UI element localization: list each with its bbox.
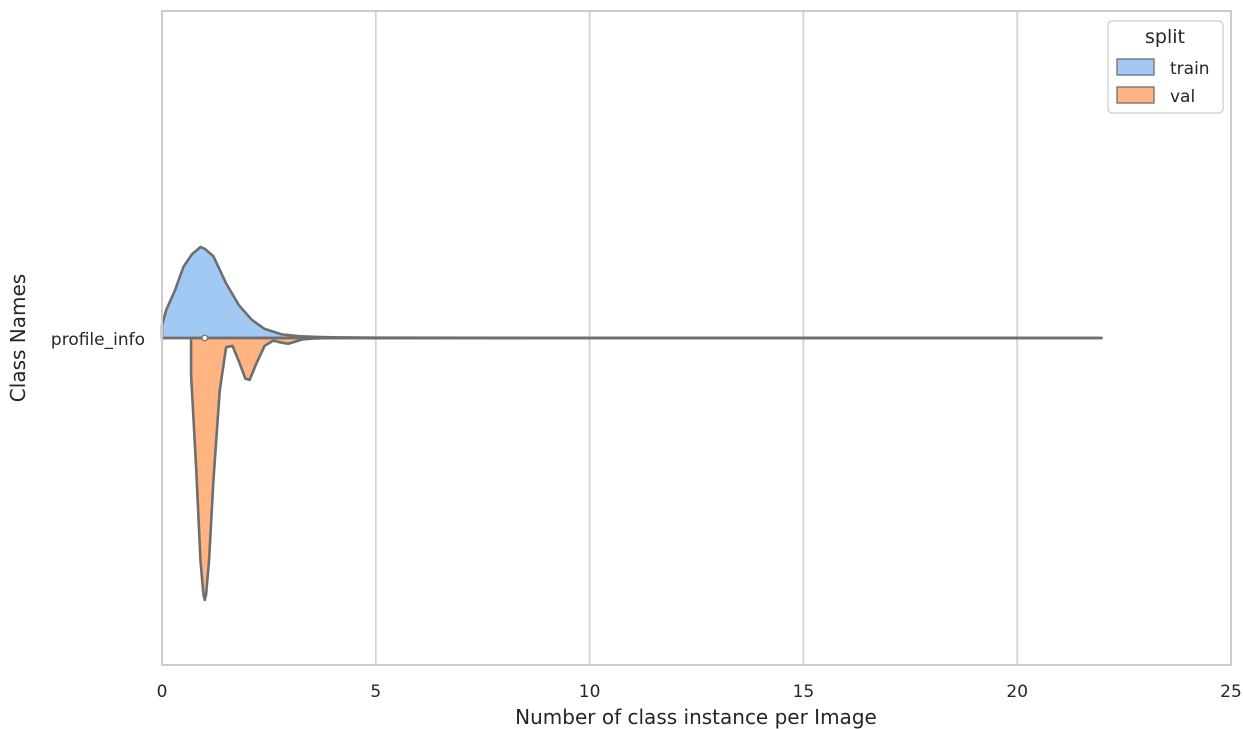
x-tick-label: 10 — [579, 682, 601, 702]
x-tick-labels: 0 5 10 15 20 25 — [157, 682, 1242, 702]
x-axis-label: Number of class instance per Image — [515, 705, 877, 729]
x-tick-label: 5 — [370, 682, 381, 702]
y-category-label: profile_info — [51, 330, 145, 350]
legend-title: split — [1145, 26, 1185, 48]
y-axis-label: Class Names — [6, 274, 30, 402]
median-marker — [201, 334, 209, 342]
legend-label-train: train — [1170, 59, 1210, 79]
x-tick-label: 0 — [157, 682, 168, 702]
violin-plot — [160, 245, 1103, 602]
legend-swatch-train — [1116, 58, 1155, 76]
x-tick-label: 20 — [1006, 682, 1028, 702]
legend-label-val: val — [1170, 87, 1195, 107]
x-tick-label: 15 — [793, 682, 815, 702]
legend-swatch-val — [1116, 86, 1155, 104]
plot-frame — [161, 10, 1232, 666]
x-tick-label: 25 — [1220, 682, 1242, 702]
legend: split train val — [1107, 20, 1224, 114]
violin-train — [160, 245, 1102, 340]
violin-val — [189, 336, 1102, 602]
